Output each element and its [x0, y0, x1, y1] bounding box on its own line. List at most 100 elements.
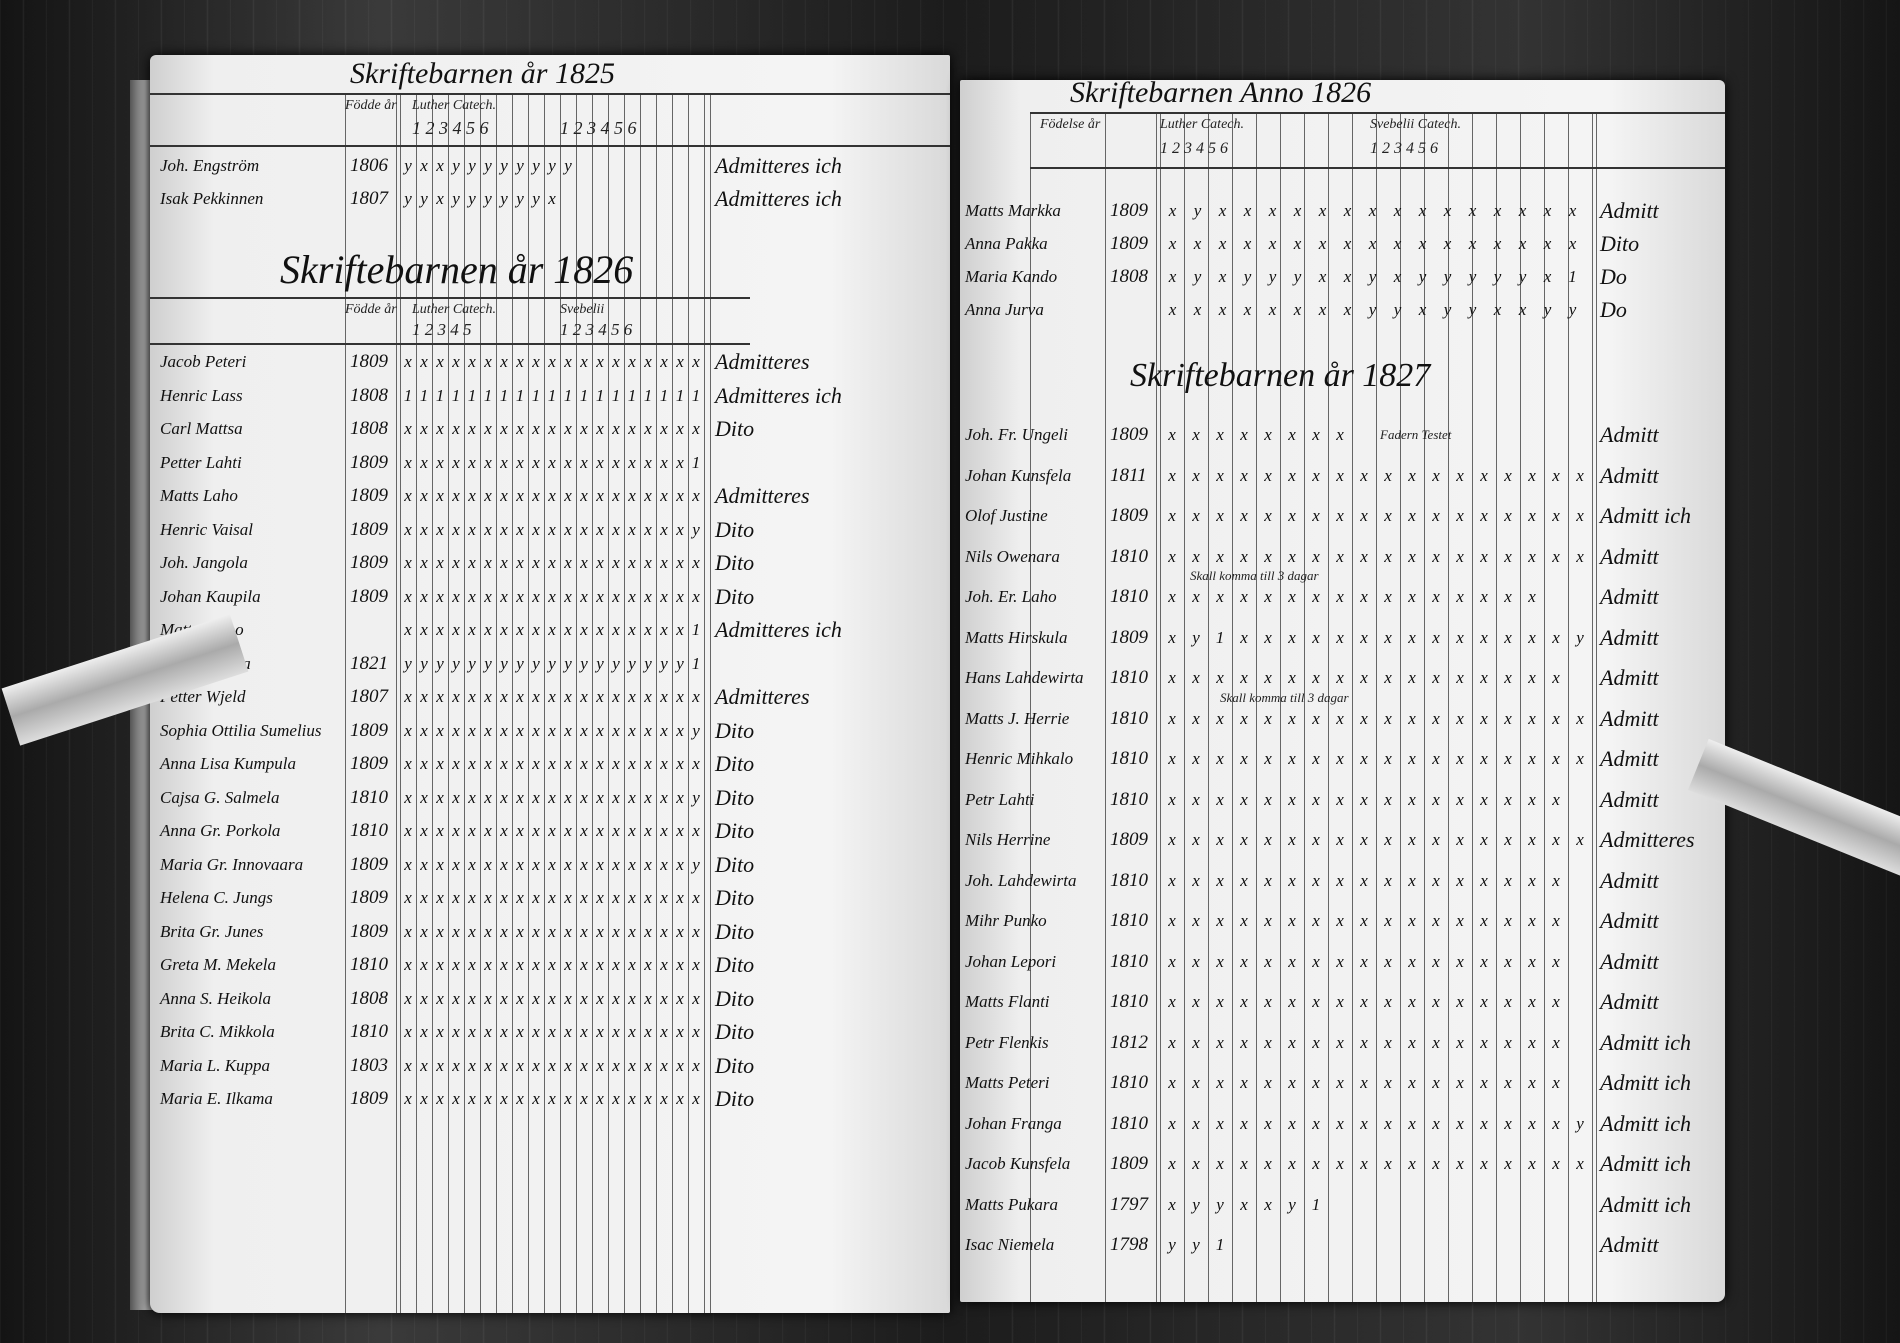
- mark: x: [1432, 830, 1440, 849]
- mark: x: [660, 988, 668, 1008]
- mark: x: [436, 955, 444, 974]
- mark: x: [468, 1089, 476, 1108]
- mark: x: [580, 1022, 588, 1041]
- table-row: Matts Flanti 1810 x x x x x x x x x x x x x x x x x Admitt: [960, 989, 1725, 1015]
- mark: x: [564, 754, 572, 773]
- mark: y: [692, 787, 700, 807]
- mark: x: [644, 720, 652, 740]
- mark: x: [1240, 992, 1248, 1011]
- mark: x: [1408, 587, 1416, 606]
- mark: x: [468, 1022, 476, 1041]
- mark: x: [1576, 708, 1584, 728]
- mark: x: [1456, 870, 1464, 890]
- remark: Admitteres: [715, 349, 810, 374]
- table-row: Joh. Er. Laho 1810 x x x x x x x x x x x x x x x x Admitt: [960, 584, 1725, 610]
- mark: x: [436, 1089, 444, 1108]
- person-name: Maria Kando: [965, 267, 1058, 286]
- mark: x: [564, 452, 572, 472]
- mark: y: [1518, 267, 1527, 286]
- mark: x: [1480, 506, 1488, 525]
- mark: x: [1168, 1194, 1176, 1214]
- mark: x: [692, 553, 700, 572]
- mark: x: [548, 720, 556, 740]
- mark: x: [468, 452, 476, 472]
- mark: x: [1480, 1113, 1488, 1133]
- mark: x: [1312, 951, 1320, 971]
- mark: x: [1268, 201, 1277, 220]
- mark: x: [1576, 749, 1584, 768]
- mark: y: [404, 156, 412, 175]
- divider: [1030, 167, 1725, 169]
- table-row: Henric Mihkalo 1810 x x x x x x x x x x x x x x x x x x Admi…: [960, 746, 1725, 772]
- mark: x: [1480, 951, 1488, 971]
- birth-year: 1807: [350, 188, 388, 209]
- mark: x: [1504, 506, 1512, 525]
- table-row: Johan Kunsfela 1811 x x x x x x x x x x x x x x x x x x Admi…: [960, 463, 1725, 489]
- mark: y: [452, 156, 460, 175]
- mark: x: [1443, 201, 1452, 220]
- mark: x: [1193, 300, 1202, 319]
- mark: x: [1168, 425, 1176, 444]
- remark: Admitteres ich: [715, 382, 842, 408]
- mark: x: [692, 586, 700, 606]
- remark: Admitt: [1600, 543, 1659, 569]
- mark: x: [484, 620, 492, 639]
- mark: 1: [1215, 1235, 1225, 1254]
- mark: x: [1504, 951, 1512, 971]
- title-1827: Skriftebarnen år 1827: [1130, 357, 1431, 394]
- mark: x: [1384, 627, 1392, 647]
- mark: x: [1360, 587, 1368, 606]
- mark: x: [1216, 546, 1224, 566]
- person-name: Matts Peteri: [965, 1073, 1050, 1092]
- ruled-line: [704, 95, 705, 1313]
- mark: x: [1432, 465, 1440, 485]
- mark: x: [692, 988, 700, 1008]
- remark: Do: [1600, 264, 1627, 289]
- mark: x: [580, 687, 588, 706]
- mark: x: [1288, 506, 1296, 525]
- mark: y: [1468, 300, 1477, 319]
- mark: x: [484, 1022, 492, 1041]
- mark: x: [580, 519, 588, 539]
- mark: x: [676, 921, 684, 941]
- mark: x: [1384, 587, 1392, 606]
- person-name: Henric Mihkalo: [965, 749, 1074, 768]
- mark: x: [1552, 1113, 1560, 1133]
- mark: x: [1408, 1154, 1416, 1173]
- header-catechism: Luther Catech.: [412, 302, 496, 317]
- mark: x: [1418, 234, 1427, 253]
- mark: x: [516, 854, 524, 874]
- mark: x: [1504, 1113, 1512, 1133]
- mark: x: [1168, 870, 1176, 890]
- mark: x: [612, 553, 620, 572]
- mark: x: [1528, 1154, 1536, 1173]
- mark: x: [1480, 546, 1488, 566]
- mark: x: [1264, 506, 1272, 525]
- mark: x: [1216, 465, 1224, 485]
- mark: x: [1264, 1073, 1272, 1092]
- mark: x: [420, 620, 428, 639]
- mark: x: [1408, 668, 1416, 687]
- header-born: Födde år: [345, 302, 397, 317]
- person-name: Jacob Kunsfela: [965, 1154, 1071, 1173]
- ruled-line: [1592, 112, 1593, 1302]
- table-row: Matts Hirskula 1809 x y 1 x x x x x x x x x x x x x x y Admi…: [960, 625, 1725, 651]
- mark: x: [1360, 992, 1368, 1011]
- header-catechism: Luther Catech.: [412, 98, 496, 113]
- mark: x: [1264, 425, 1272, 444]
- person-name: Petr Flenkis: [965, 1032, 1049, 1052]
- mark: 1: [1311, 1194, 1321, 1214]
- mark: x: [1543, 267, 1552, 286]
- mark: x: [532, 586, 540, 606]
- mark: x: [452, 754, 460, 773]
- left-page: Skriftebarnen år 1825 Födde år Luther Ca…: [150, 55, 950, 1313]
- mark: x: [420, 988, 428, 1008]
- mark: x: [404, 854, 412, 874]
- birth-year: 1809: [1110, 1153, 1148, 1174]
- mark: x: [420, 720, 428, 740]
